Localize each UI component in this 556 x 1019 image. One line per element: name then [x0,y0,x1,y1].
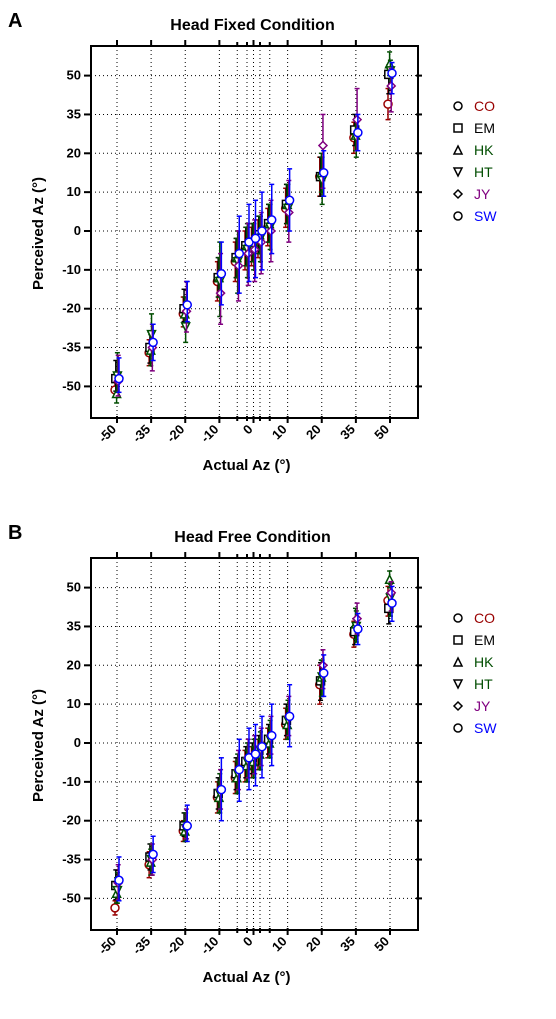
svg-text:-10: -10 [198,422,222,446]
x-axis-label: Actual Az (°) [203,969,291,986]
svg-text:10: 10 [269,934,290,955]
legend-item: EM [450,117,497,139]
y-axis-label: Perceived Az (°) [30,689,47,802]
svg-text:-50: -50 [62,378,81,393]
svg-text:-35: -35 [62,340,81,355]
legend-label: SW [474,720,497,736]
svg-text:0: 0 [74,735,81,750]
legend-label: EM [474,120,495,136]
legend-item: CO [450,607,497,629]
svg-text:0: 0 [240,934,256,950]
plot-area: -50-35-20-10010203550-50-35-20-100102035… [90,45,419,419]
svg-text:10: 10 [269,422,290,443]
svg-text:10: 10 [67,184,81,199]
svg-text:0: 0 [240,422,256,438]
legend-item: JY [450,695,497,717]
svg-text:-50: -50 [62,890,81,905]
figure-root: AHead Fixed Condition-50-35-20-100102035… [0,0,556,1019]
svg-text:35: 35 [337,422,358,443]
legend: CO EM HK HT JY SW [450,95,497,227]
panel-title: Head Fixed Condition [90,17,415,35]
svg-text:-10: -10 [62,774,81,789]
svg-text:-35: -35 [62,852,81,867]
svg-text:50: 50 [371,934,392,955]
legend-label: EM [474,632,495,648]
legend-item: EM [450,629,497,651]
legend-label: SW [474,208,497,224]
svg-text:-35: -35 [129,934,153,958]
legend-item: SW [450,205,497,227]
legend-item: HT [450,673,497,695]
svg-text:-20: -20 [163,934,187,958]
legend-item: SW [450,717,497,739]
legend-label: CO [474,610,495,626]
legend-label: HT [474,164,493,180]
svg-text:-50: -50 [95,934,119,958]
svg-text:-35: -35 [129,422,153,446]
panel-title: Head Free Condition [90,529,415,547]
legend: CO EM HK HT JY SW [450,607,497,739]
y-axis-label: Perceived Az (°) [30,177,47,290]
svg-text:0: 0 [74,223,81,238]
svg-text:35: 35 [337,934,358,955]
panel-letter: A [8,10,22,33]
legend-item: HK [450,651,497,673]
svg-text:50: 50 [67,580,81,595]
legend-item: HT [450,161,497,183]
plot-area: -50-35-20-10010203550-50-35-20-100102035… [90,557,419,931]
svg-text:-10: -10 [198,934,222,958]
x-axis-label: Actual Az (°) [203,457,291,474]
legend-label: JY [474,186,490,202]
svg-text:20: 20 [303,934,324,955]
svg-text:20: 20 [67,145,81,160]
svg-text:50: 50 [371,422,392,443]
svg-text:20: 20 [67,657,81,672]
legend-label: JY [474,698,490,714]
svg-text:50: 50 [67,68,81,83]
svg-text:20: 20 [303,422,324,443]
svg-text:-50: -50 [95,422,119,446]
legend-item: CO [450,95,497,117]
legend-label: CO [474,98,495,114]
svg-text:-20: -20 [62,301,81,316]
legend-item: JY [450,183,497,205]
legend-label: HT [474,676,493,692]
svg-text:-20: -20 [163,422,187,446]
svg-text:-20: -20 [62,813,81,828]
legend-label: HK [474,654,493,670]
panel-letter: B [8,522,22,545]
svg-text:35: 35 [67,106,81,121]
svg-text:-10: -10 [62,262,81,277]
svg-text:10: 10 [67,696,81,711]
legend-label: HK [474,142,493,158]
svg-text:35: 35 [67,618,81,633]
legend-item: HK [450,139,497,161]
